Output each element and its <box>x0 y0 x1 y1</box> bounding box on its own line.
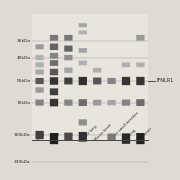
FancyBboxPatch shape <box>50 69 58 75</box>
FancyBboxPatch shape <box>79 119 87 125</box>
FancyBboxPatch shape <box>136 77 145 85</box>
FancyBboxPatch shape <box>79 77 87 85</box>
FancyBboxPatch shape <box>64 35 73 41</box>
FancyBboxPatch shape <box>50 99 58 106</box>
FancyBboxPatch shape <box>122 62 130 67</box>
FancyBboxPatch shape <box>79 48 87 53</box>
FancyBboxPatch shape <box>79 132 87 142</box>
Bar <box>32 14 148 140</box>
FancyBboxPatch shape <box>35 131 44 139</box>
FancyBboxPatch shape <box>79 99 87 106</box>
FancyBboxPatch shape <box>122 100 130 106</box>
Text: 130kDa: 130kDa <box>14 160 31 164</box>
Text: 55kDa: 55kDa <box>17 79 31 83</box>
FancyBboxPatch shape <box>64 133 73 141</box>
FancyBboxPatch shape <box>79 23 87 27</box>
Text: Rat heart: Rat heart <box>138 127 152 142</box>
Text: 40kDa: 40kDa <box>17 56 31 60</box>
FancyBboxPatch shape <box>93 68 101 73</box>
FancyBboxPatch shape <box>64 46 73 52</box>
Text: Rat lung: Rat lung <box>123 129 137 142</box>
FancyBboxPatch shape <box>35 87 44 93</box>
FancyBboxPatch shape <box>79 61 87 65</box>
FancyBboxPatch shape <box>107 134 116 140</box>
FancyBboxPatch shape <box>50 44 58 50</box>
Text: IFNLR1: IFNLR1 <box>157 78 174 84</box>
FancyBboxPatch shape <box>35 55 44 60</box>
FancyBboxPatch shape <box>50 53 58 59</box>
FancyBboxPatch shape <box>64 55 73 60</box>
FancyBboxPatch shape <box>64 78 73 84</box>
FancyBboxPatch shape <box>107 100 116 105</box>
FancyBboxPatch shape <box>35 44 44 49</box>
FancyBboxPatch shape <box>107 78 116 84</box>
Text: 70kDa: 70kDa <box>17 101 31 105</box>
Text: Mouse lung: Mouse lung <box>80 125 98 142</box>
FancyBboxPatch shape <box>122 133 130 144</box>
Text: MCF7: MCF7 <box>66 132 75 142</box>
Text: Mouse heart: Mouse heart <box>94 123 113 142</box>
FancyBboxPatch shape <box>136 62 145 67</box>
FancyBboxPatch shape <box>136 35 145 41</box>
FancyBboxPatch shape <box>50 88 58 95</box>
Text: 100kDa: 100kDa <box>14 133 31 137</box>
FancyBboxPatch shape <box>50 133 58 144</box>
FancyBboxPatch shape <box>35 100 44 106</box>
FancyBboxPatch shape <box>136 99 145 106</box>
FancyBboxPatch shape <box>50 77 58 85</box>
Text: Jurkat: Jurkat <box>51 132 62 142</box>
FancyBboxPatch shape <box>50 60 58 66</box>
Text: HT-29: HT-29 <box>37 132 47 142</box>
FancyBboxPatch shape <box>35 62 44 67</box>
FancyBboxPatch shape <box>93 78 101 84</box>
Text: 35kDa: 35kDa <box>17 39 31 43</box>
FancyBboxPatch shape <box>93 100 101 105</box>
FancyBboxPatch shape <box>64 100 73 106</box>
FancyBboxPatch shape <box>136 133 145 144</box>
Text: Mouse small intestine: Mouse small intestine <box>109 111 140 142</box>
FancyBboxPatch shape <box>35 78 44 84</box>
FancyBboxPatch shape <box>50 35 58 41</box>
FancyBboxPatch shape <box>79 30 87 34</box>
FancyBboxPatch shape <box>64 68 73 73</box>
FancyBboxPatch shape <box>122 77 130 85</box>
FancyBboxPatch shape <box>35 69 44 75</box>
